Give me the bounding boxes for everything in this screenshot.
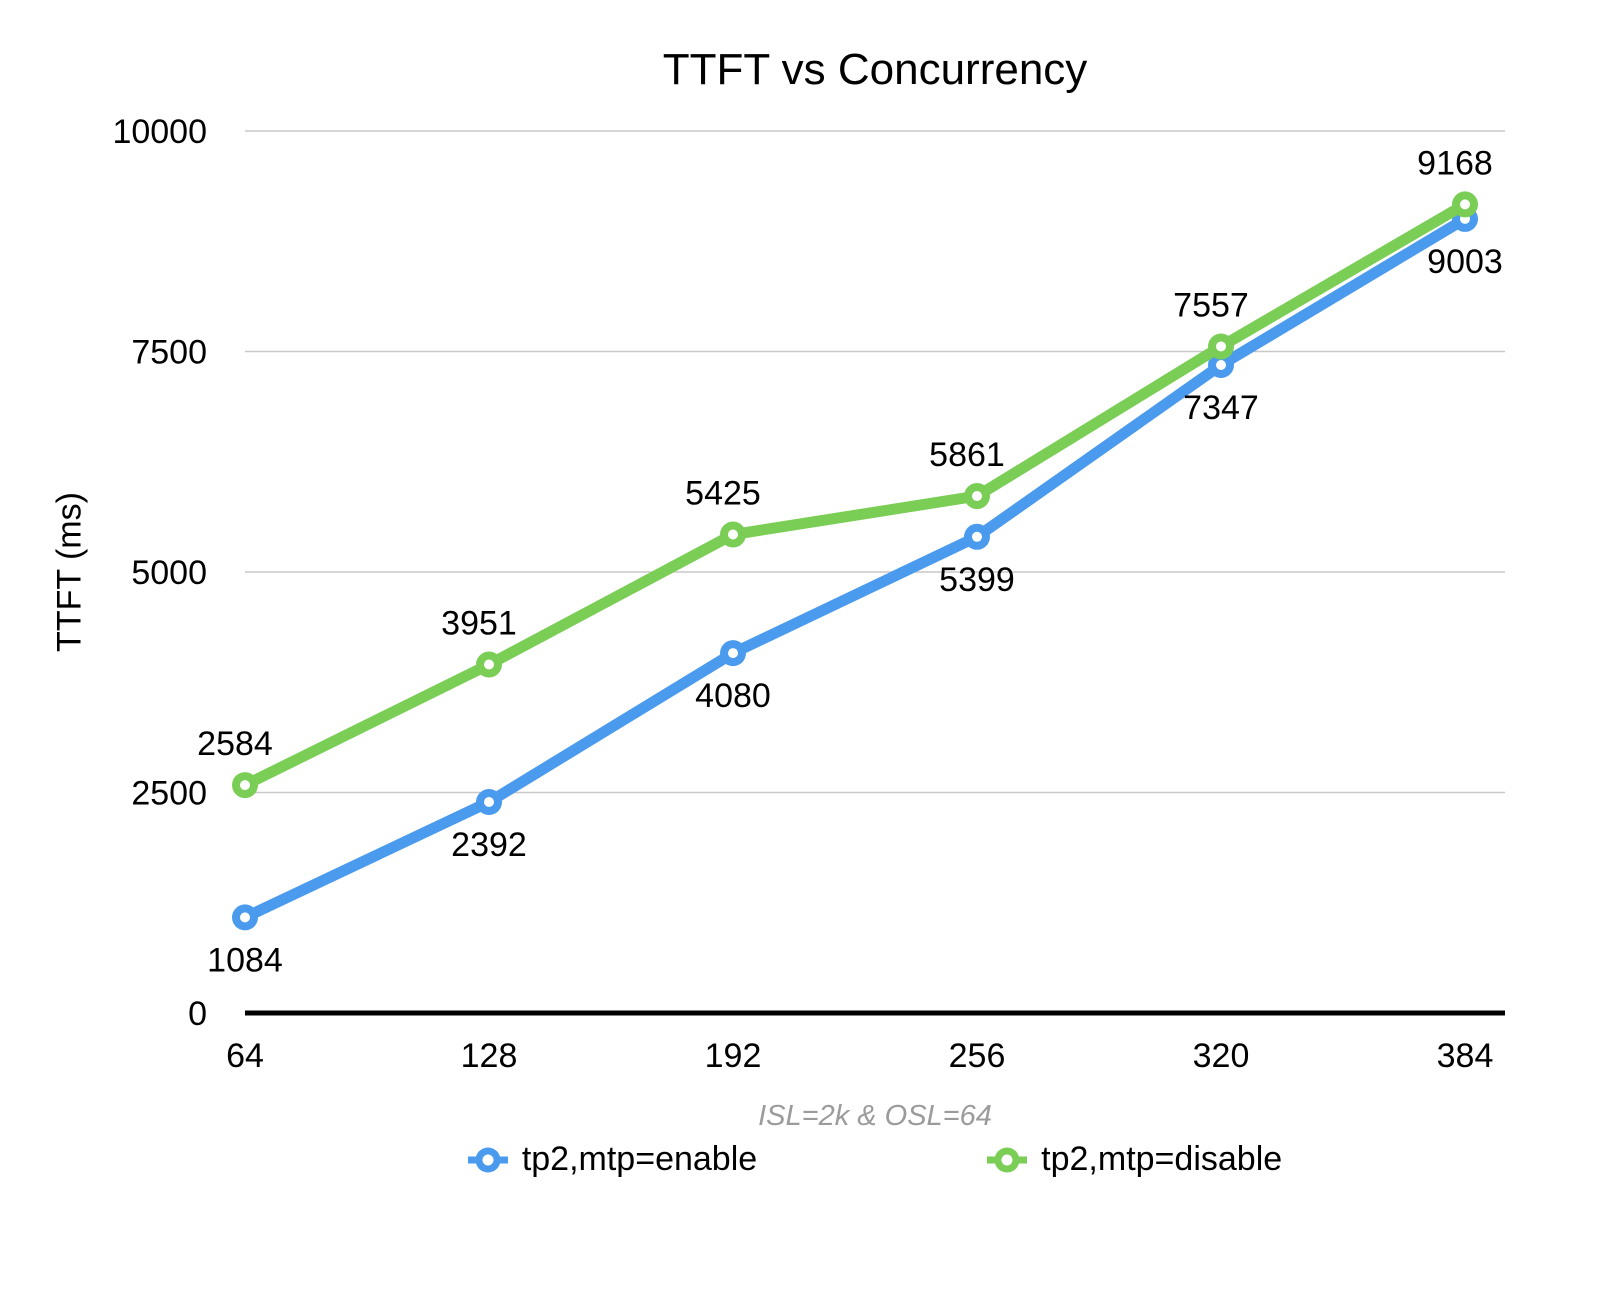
legend-label: tp2,mtp=enable	[521, 1140, 758, 1178]
legend-item: tp2,mtp=enable	[467, 1140, 758, 1179]
value-label: 5861	[929, 436, 1005, 474]
y-tick-label: 0	[188, 995, 207, 1033]
data-point-marker-center	[484, 797, 494, 808]
y-tick-label: 5000	[131, 554, 207, 592]
value-label: 5425	[685, 475, 761, 513]
value-label: 7347	[1183, 389, 1259, 427]
data-point-marker-center	[1216, 359, 1226, 370]
legend-label: tp2,mtp=disable	[1041, 1140, 1283, 1178]
series-line-0	[239, 213, 1471, 923]
x-tick-label: 64	[226, 1037, 264, 1075]
value-label: 7557	[1173, 286, 1249, 324]
data-point-marker-center	[240, 912, 250, 923]
y-tick-label: 10000	[112, 113, 207, 151]
y-tick-label: 7500	[131, 334, 207, 372]
value-label: 9168	[1417, 144, 1493, 182]
x-tick-label: 384	[1437, 1037, 1494, 1075]
data-point-marker-center	[240, 780, 250, 791]
legend-marker-icon	[987, 1147, 1028, 1172]
data-point-marker-center	[484, 659, 494, 670]
data-point-marker-center	[728, 529, 738, 540]
value-label: 1084	[207, 941, 283, 979]
x-tick-label: 128	[461, 1037, 518, 1075]
data-point-marker-center	[972, 531, 982, 542]
chart-caption: ISL=2k & OSL=64	[758, 1100, 992, 1132]
x-tick-label: 192	[705, 1037, 762, 1075]
data-point-marker-center	[972, 491, 982, 502]
legend-item: tp2,mtp=disable	[987, 1140, 1282, 1179]
value-label: 9003	[1427, 243, 1503, 281]
x-tick-label: 256	[949, 1037, 1006, 1075]
value-label: 2392	[451, 826, 527, 864]
value-label: 3951	[441, 605, 517, 643]
value-label: 2584	[197, 725, 273, 763]
data-point-marker-center	[728, 648, 738, 659]
value-label: 4080	[695, 677, 771, 715]
series-line-1	[239, 198, 1471, 791]
value-label: 5399	[939, 561, 1015, 599]
chart-title: TTFT vs Concurrency	[662, 45, 1088, 94]
data-point-marker-center	[1216, 341, 1226, 352]
legend-marker-icon	[467, 1147, 508, 1172]
y-tick-label: 2500	[131, 775, 207, 813]
data-point-marker-center	[1460, 199, 1470, 210]
x-tick-label: 320	[1193, 1037, 1250, 1075]
legend: tp2,mtp=enable tp2,mtp=disable	[245, 1140, 1505, 1179]
